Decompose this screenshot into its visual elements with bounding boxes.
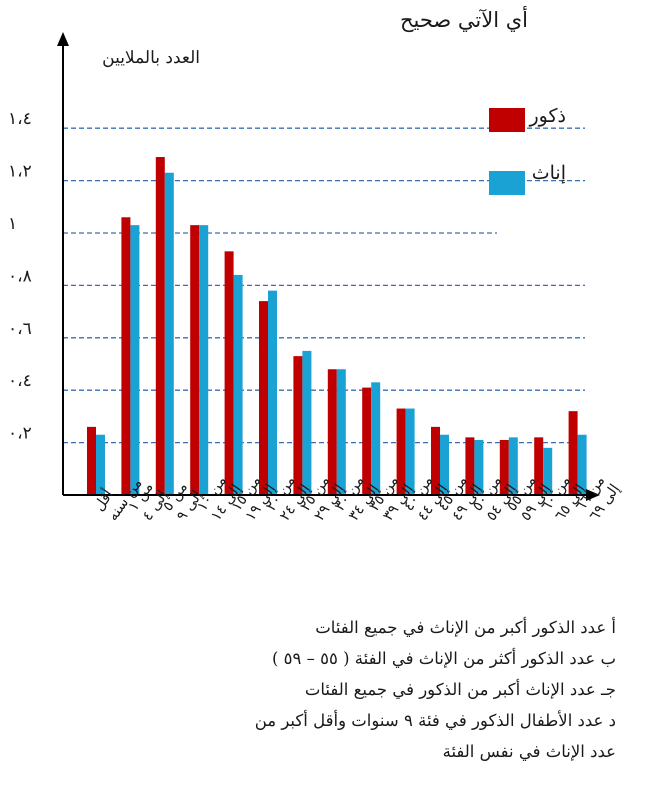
option-d[interactable]: د عدد الأطفال الذكور في فئة ٩ سنوات وأقل… bbox=[254, 711, 616, 761]
legend-swatch-females bbox=[489, 171, 525, 195]
bar-males bbox=[327, 369, 337, 495]
bar-females bbox=[233, 274, 243, 495]
bar-males bbox=[465, 437, 475, 495]
bar-females bbox=[474, 439, 484, 495]
legend-label-females: إناث bbox=[531, 162, 566, 184]
bar-males bbox=[362, 387, 372, 495]
question-title: أي الآتي صحيح bbox=[399, 8, 528, 32]
legend-swatch-males bbox=[489, 108, 525, 132]
y-tick-label: ٠،٦ bbox=[8, 319, 32, 339]
bar-males bbox=[190, 225, 200, 495]
bar-females bbox=[543, 447, 553, 495]
bar-males bbox=[121, 217, 131, 495]
bar-females bbox=[508, 437, 518, 495]
x-axis-arrow bbox=[586, 489, 600, 501]
bar-females bbox=[371, 382, 381, 495]
y-tick-label: ١ bbox=[8, 214, 17, 234]
bar-females bbox=[577, 434, 587, 495]
bar-females bbox=[302, 350, 312, 495]
y-tick-label: ٠،٨ bbox=[8, 266, 32, 286]
bar-females bbox=[96, 434, 105, 495]
bar-males bbox=[155, 157, 165, 495]
y-tick-label: ١،٤ bbox=[8, 109, 32, 129]
bar-males bbox=[293, 356, 303, 495]
bar-males bbox=[259, 301, 268, 495]
bar-males bbox=[224, 251, 234, 495]
bar-males bbox=[87, 426, 96, 495]
y-tick-label: ١،٢ bbox=[8, 162, 32, 182]
bar-males bbox=[431, 426, 440, 495]
y-axis-label: العدد بالملايين bbox=[102, 48, 200, 68]
answer-options: أ عدد الذكور أكبر من الإناث في جميع الفئ… bbox=[236, 612, 616, 767]
bar-females bbox=[130, 225, 140, 495]
option-c[interactable]: جـ عدد الإناث أكبر من الذكور في جميع الف… bbox=[304, 680, 616, 699]
bar-females bbox=[164, 172, 174, 496]
bar-females bbox=[336, 369, 346, 495]
bar-males bbox=[499, 439, 509, 495]
y-tick-label: ٠،٢ bbox=[8, 424, 32, 444]
option-b[interactable]: ب عدد الذكور أكثر من الإناث في الفئة ( ٥… bbox=[271, 649, 616, 668]
bar-males bbox=[534, 437, 544, 495]
bar-males bbox=[568, 411, 578, 495]
bar-females bbox=[199, 225, 209, 495]
bar-males bbox=[396, 408, 406, 495]
bar-females bbox=[405, 408, 415, 495]
option-a[interactable]: أ عدد الذكور أكبر من الإناث في جميع الفئ… bbox=[315, 618, 616, 637]
legend-label-males: ذكور bbox=[529, 105, 567, 127]
y-axis-arrow bbox=[57, 32, 69, 46]
bar-females bbox=[268, 290, 277, 495]
bar-females bbox=[440, 434, 449, 495]
y-tick-label: ٠،٤ bbox=[8, 371, 32, 391]
